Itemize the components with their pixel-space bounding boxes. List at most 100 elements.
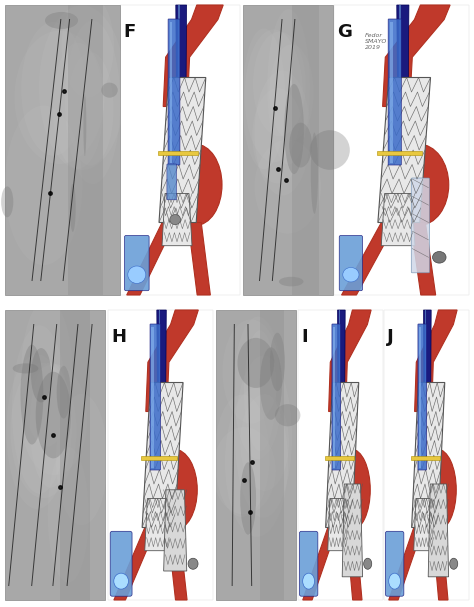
Polygon shape	[176, 5, 187, 92]
Polygon shape	[328, 498, 349, 551]
Polygon shape	[188, 223, 210, 295]
Ellipse shape	[433, 251, 446, 263]
Polygon shape	[342, 484, 363, 577]
Ellipse shape	[343, 268, 359, 282]
Bar	[410, 456, 440, 459]
Ellipse shape	[333, 449, 370, 531]
Polygon shape	[381, 194, 415, 246]
Ellipse shape	[101, 83, 118, 98]
Ellipse shape	[450, 558, 458, 569]
Polygon shape	[337, 310, 345, 397]
Text: F: F	[123, 23, 135, 41]
Polygon shape	[142, 382, 183, 527]
Polygon shape	[428, 484, 448, 577]
Bar	[292, 5, 319, 295]
Bar	[425, 310, 427, 391]
Ellipse shape	[70, 184, 76, 232]
Ellipse shape	[20, 345, 43, 444]
FancyBboxPatch shape	[168, 19, 180, 165]
Ellipse shape	[364, 558, 372, 569]
Ellipse shape	[389, 573, 401, 589]
FancyBboxPatch shape	[300, 531, 318, 596]
Polygon shape	[145, 498, 171, 551]
Ellipse shape	[57, 366, 71, 419]
Ellipse shape	[289, 123, 312, 168]
Ellipse shape	[270, 333, 285, 391]
Ellipse shape	[338, 469, 354, 494]
Ellipse shape	[177, 164, 198, 189]
Ellipse shape	[260, 347, 282, 420]
FancyBboxPatch shape	[125, 236, 149, 291]
Polygon shape	[383, 5, 450, 106]
Ellipse shape	[1, 186, 13, 217]
Bar	[339, 310, 340, 391]
Ellipse shape	[275, 404, 301, 426]
Ellipse shape	[424, 469, 439, 494]
Polygon shape	[378, 78, 430, 223]
Polygon shape	[146, 310, 198, 412]
Bar	[141, 456, 177, 459]
Ellipse shape	[128, 266, 146, 283]
FancyBboxPatch shape	[385, 531, 404, 596]
Polygon shape	[389, 519, 426, 600]
FancyBboxPatch shape	[110, 531, 132, 596]
Text: Fedor
SMAYO
2019: Fedor SMAYO 2019	[365, 33, 387, 50]
Polygon shape	[127, 214, 180, 295]
Bar	[298, 310, 383, 600]
Ellipse shape	[13, 364, 38, 373]
Polygon shape	[328, 310, 371, 412]
Polygon shape	[162, 194, 192, 246]
Ellipse shape	[419, 449, 456, 531]
FancyBboxPatch shape	[411, 178, 429, 273]
Polygon shape	[415, 310, 457, 412]
Bar	[60, 310, 90, 600]
FancyBboxPatch shape	[418, 324, 427, 470]
Ellipse shape	[279, 277, 303, 287]
Bar	[419, 327, 421, 467]
Polygon shape	[114, 519, 160, 600]
Bar	[178, 5, 180, 86]
Bar	[260, 310, 284, 600]
Ellipse shape	[36, 371, 71, 458]
Bar	[170, 21, 173, 163]
FancyBboxPatch shape	[332, 324, 341, 470]
Bar	[400, 5, 401, 86]
Text: H: H	[111, 328, 126, 346]
Polygon shape	[410, 223, 436, 295]
Polygon shape	[164, 490, 187, 571]
Ellipse shape	[170, 214, 181, 225]
Polygon shape	[342, 214, 401, 295]
Polygon shape	[397, 5, 409, 92]
Bar	[68, 5, 103, 295]
Bar	[5, 310, 105, 600]
Bar	[377, 151, 422, 155]
Text: J: J	[387, 328, 394, 346]
Ellipse shape	[389, 144, 449, 225]
Bar	[108, 310, 213, 600]
Ellipse shape	[151, 449, 197, 531]
Polygon shape	[303, 519, 340, 600]
Ellipse shape	[31, 348, 51, 402]
Polygon shape	[167, 527, 187, 600]
Polygon shape	[163, 5, 223, 106]
Polygon shape	[346, 527, 362, 600]
Ellipse shape	[310, 130, 350, 170]
Text: I: I	[301, 328, 308, 346]
Bar	[5, 5, 120, 295]
Polygon shape	[432, 527, 448, 600]
Ellipse shape	[114, 573, 128, 589]
Polygon shape	[411, 382, 445, 527]
Ellipse shape	[169, 144, 222, 225]
Text: G: G	[337, 23, 352, 41]
Bar	[384, 310, 469, 600]
FancyBboxPatch shape	[167, 164, 176, 200]
Bar	[243, 5, 333, 295]
Ellipse shape	[158, 469, 176, 494]
Bar	[325, 456, 354, 459]
Bar	[152, 327, 154, 467]
FancyBboxPatch shape	[339, 236, 363, 291]
Polygon shape	[159, 78, 206, 223]
Ellipse shape	[398, 164, 422, 189]
Polygon shape	[326, 382, 359, 527]
Polygon shape	[157, 310, 166, 397]
